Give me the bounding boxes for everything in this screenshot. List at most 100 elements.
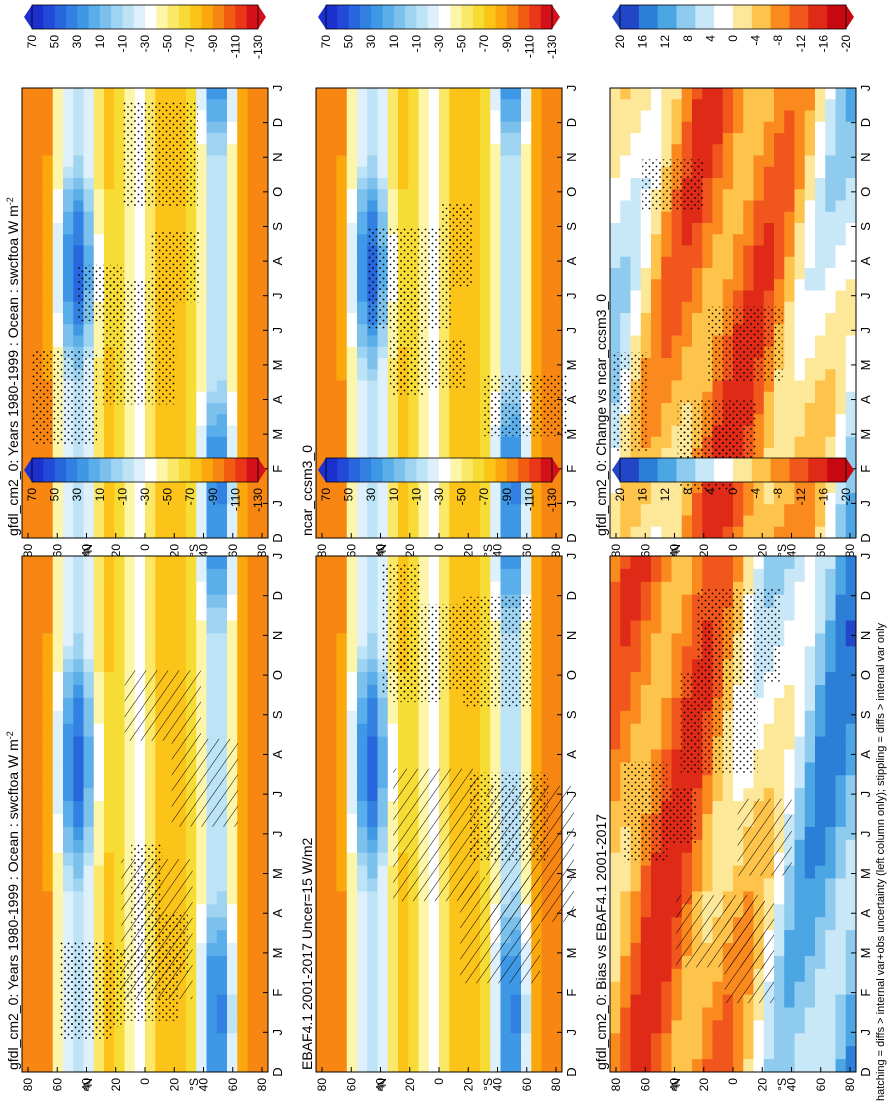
heatmap-cell [63,608,74,621]
heatmap-cell [651,234,662,246]
heatmap-cell [217,257,228,269]
heatmap-cell [248,750,259,763]
heatmap-cell [419,1059,430,1072]
heatmap-cell [337,633,348,646]
heatmap-cell [347,569,358,582]
heatmap-cell [754,178,765,190]
heatmap-cell [217,969,228,982]
heatmap-cell [470,556,481,569]
heatmap-cell [337,569,348,582]
heatmap-cell [22,178,33,190]
heatmap-cell [470,1008,481,1021]
heatmap-cell [347,879,358,892]
heatmap-cell [367,814,378,827]
heatmap-cell [73,879,84,892]
colorbar-swatch [202,458,214,482]
heatmap-cell [836,257,847,269]
heatmap-cell [795,223,806,235]
heatmap-cell [258,943,269,956]
heatmap-cell [347,969,358,982]
heatmap-cell [449,437,460,449]
heatmap-cell [460,302,471,314]
heatmap-cell [258,88,269,100]
heatmap-cell [774,403,785,415]
heatmap-cell [227,917,238,930]
heatmap-cell [754,133,765,145]
heatmap-cell [713,122,724,134]
heatmap-cell [815,133,826,145]
heatmap-cell [84,504,95,516]
heatmap-cell [542,189,553,201]
heatmap-cell [258,724,269,737]
heatmap-cell [248,527,259,539]
heatmap-cell [248,582,259,595]
heatmap-cell [357,737,368,750]
heatmap-cell [326,608,337,621]
heatmap-cell [84,672,95,685]
heatmap-cell [784,246,795,258]
heatmap-cell [531,437,542,449]
heatmap-cell [326,879,337,892]
heatmap-cell [733,144,744,156]
heatmap-cell [825,212,836,224]
heatmap-cell [63,775,74,788]
heatmap-cell [337,122,348,134]
heatmap-cell [641,133,652,145]
heatmap-cell [815,324,826,336]
heatmap-cell [825,223,836,235]
heatmap-cell [63,750,74,763]
heatmap-cell [326,516,337,528]
heatmap-cell [723,291,734,303]
heatmap-cell [367,930,378,943]
heatmap-cell [490,212,501,224]
month-tick-label: O [564,670,579,680]
heatmap-cell [186,527,197,539]
heatmap-cell [73,724,84,737]
heatmap-cell [460,1008,471,1021]
heatmap-cell [337,336,348,348]
heatmap-cell [449,904,460,917]
panel-title-superscript: -2 [5,731,15,739]
heatmap-cell [94,504,105,516]
heatmap-cell [610,167,621,179]
colorbar-tick-label: 50 [342,488,356,502]
heatmap-cell [104,633,115,646]
heatmap-cell [186,516,197,528]
heatmap-cell [408,88,419,100]
heatmap-cell [511,1008,522,1021]
heatmap-cell [449,750,460,763]
heatmap-cell [490,711,501,724]
heatmap-cell [429,711,440,724]
heatmap-cell [248,302,259,314]
heatmap-cell [32,621,43,634]
heatmap-cell [227,633,238,646]
heatmap-cell [347,1033,358,1046]
heatmap-cell [84,189,95,201]
heatmap-cell [542,608,553,621]
heatmap-cell [460,750,471,763]
heatmap-cell [166,426,177,438]
heatmap-cell [460,88,471,100]
heatmap-cell [337,853,348,866]
colorbar-tick-label: 10 [93,35,107,49]
heatmap-cell [825,144,836,156]
heatmap-cell [836,313,847,325]
heatmap-cell [176,840,187,853]
heatmap-cell [176,1020,187,1033]
heatmap-cell [22,212,33,224]
lat-tick-label: 0 [432,1078,446,1085]
heatmap-cell [326,111,337,123]
heatmap-cell [429,982,440,995]
heatmap-cell [733,246,744,258]
heatmap-cell [388,426,399,438]
heatmap-cell [784,381,795,393]
heatmap-cell [135,788,146,801]
heatmap-cell [237,621,248,634]
heatmap-cell [542,943,553,956]
heatmap-cell [429,556,440,569]
heatmap-cell [104,866,115,879]
heatmap-cell [73,685,84,698]
heatmap-cell [166,621,177,634]
heatmap-cell [661,212,672,224]
heatmap-cell [511,99,522,111]
